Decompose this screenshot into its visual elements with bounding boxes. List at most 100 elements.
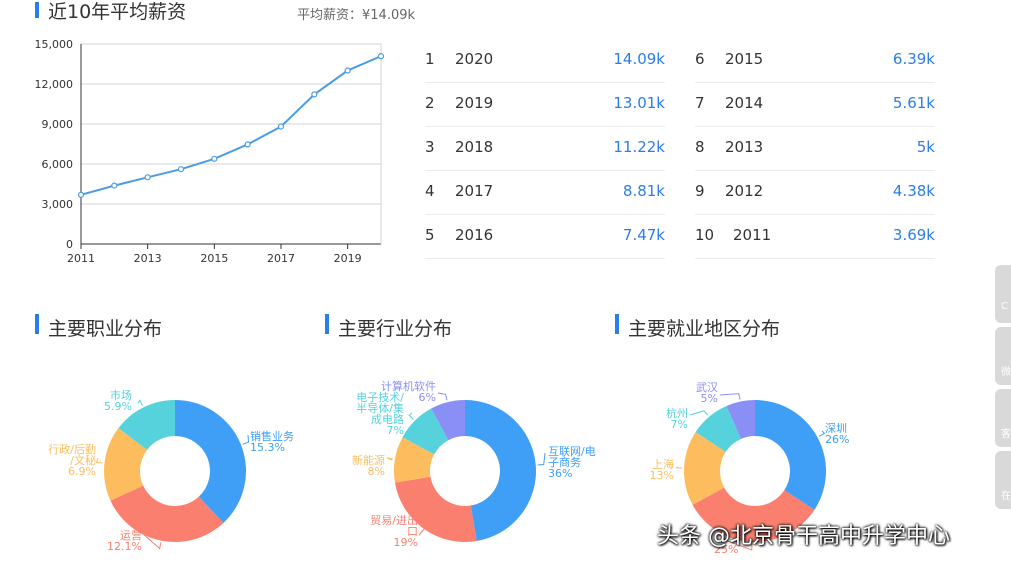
salary-row: 9 2012 4.38k (695, 170, 935, 215)
salary-row: 3 2018 11.22k (425, 126, 665, 171)
label-leader-line (721, 538, 753, 551)
donut-slice[interactable] (110, 485, 224, 542)
y-tick-label: 3,000 (42, 198, 74, 211)
slice-percent: 6.9% (68, 465, 96, 478)
donut-slice[interactable] (431, 400, 465, 441)
slice-percent: 19% (394, 536, 418, 549)
data-point[interactable] (377, 53, 385, 60)
year: 2016 (455, 226, 494, 244)
salary-value: 5k (916, 138, 935, 156)
side-tab[interactable]: C (995, 265, 1011, 323)
slice-label: 行政/后勤 (48, 442, 96, 456)
salary-line-chart: 0 3,000 6,000 9,000 12,000 15,000 2011 2013 2015… (35, 38, 385, 265)
salary-value: 13.01k (613, 94, 665, 112)
year: 2014 (725, 94, 764, 112)
salary-value: 8.81k (622, 182, 665, 200)
slice-percent: 7% (671, 418, 688, 431)
rank: 8 (695, 138, 705, 156)
section-marker (325, 314, 329, 334)
donut-slice[interactable] (726, 400, 755, 439)
label-leader-line (408, 412, 414, 420)
salary-row: 7 2014 5.61k (695, 82, 935, 127)
slice-percent: 26% (825, 433, 849, 446)
donut-slice[interactable] (394, 476, 477, 542)
label-leader-line (818, 430, 826, 437)
slice-label: 贸易/进出 (370, 513, 418, 527)
rank: 6 (695, 50, 705, 68)
salary-row: 1 2020 14.09k (425, 38, 665, 83)
data-point[interactable] (244, 141, 251, 148)
slice-label: 计算机软件 (381, 379, 436, 393)
label-leader-line (537, 452, 546, 466)
donut-slice[interactable] (755, 400, 826, 510)
data-point[interactable] (77, 191, 85, 198)
salary-value: 3.69k (892, 226, 935, 244)
slice-label: 子商务 (548, 455, 581, 469)
slice-label: 武汉 (696, 381, 718, 394)
slice-label: 深圳 (825, 422, 847, 435)
year: 2013 (725, 138, 764, 156)
slice-percent: 5% (701, 392, 718, 405)
salary-row: 4 2017 8.81k (425, 170, 665, 215)
section-marker (615, 314, 619, 334)
label-leader-line (689, 410, 709, 416)
donut-slice[interactable] (103, 428, 148, 501)
donut-slice[interactable] (692, 487, 815, 542)
donut-slice[interactable] (175, 400, 246, 523)
year: 2017 (455, 182, 494, 200)
y-tick-label: 0 (66, 238, 73, 251)
side-tab[interactable]: 客 (995, 389, 1011, 447)
data-point[interactable] (111, 182, 118, 189)
slice-percent: 5.9% (104, 400, 132, 413)
salary-value: 5.61k (892, 94, 935, 112)
salary-line (80, 55, 382, 196)
donut-slice[interactable] (465, 400, 536, 542)
slice-percent: 8% (368, 465, 385, 478)
y-tick-label: 9,000 (42, 118, 74, 131)
salary-row: 5 2016 7.47k (425, 214, 665, 259)
section-marker (35, 314, 39, 334)
slice-label: 杭州 (666, 406, 688, 420)
data-point[interactable] (311, 91, 318, 98)
year: 2020 (455, 50, 494, 68)
side-tab[interactable]: 微 (995, 327, 1011, 385)
data-point[interactable] (344, 67, 351, 74)
donut-slice[interactable] (402, 408, 449, 455)
donut-slice[interactable] (695, 405, 741, 452)
average-salary-label: 平均薪资：¥14.09k (297, 8, 416, 23)
donut-slice[interactable] (394, 437, 435, 483)
slice-label: 销售业务 (250, 429, 294, 443)
rank: 9 (695, 182, 705, 200)
data-point[interactable] (211, 155, 218, 162)
slice-label: 运营 (120, 528, 142, 542)
label-leader-line (95, 457, 103, 464)
rank: 2 (425, 94, 435, 112)
year: 2012 (725, 182, 764, 200)
salary-value: 11.22k (613, 138, 665, 156)
slice-label: 市场 (110, 388, 132, 402)
label-leader-line (418, 527, 426, 536)
slice-percent: 12.1% (107, 540, 142, 553)
salary-value: 14.09k (613, 50, 665, 68)
donut-slice[interactable] (684, 432, 726, 505)
label-leader-line (137, 399, 143, 406)
slice-percent: 25% (714, 543, 738, 556)
slice-label: 口 (407, 525, 418, 538)
slice-label: 新能源 (352, 453, 385, 467)
salary-row: 6 2015 6.39k (695, 38, 935, 83)
data-point[interactable] (144, 174, 151, 181)
label-leader-line (437, 392, 448, 401)
rank: 1 (425, 50, 435, 68)
rank: 4 (425, 182, 435, 200)
page-title: 近10年平均薪资 (48, 1, 187, 23)
region-title: 主要就业地区分布 (628, 318, 781, 340)
y-tick-label: 12,000 (35, 78, 74, 91)
donut-slice[interactable] (118, 400, 175, 450)
slice-label: 上海 (652, 457, 674, 471)
data-point[interactable] (177, 166, 185, 173)
slice-percent: 15.3% (250, 441, 285, 454)
side-tab[interactable]: 在 (995, 451, 1011, 509)
slice-percent: 13% (650, 469, 674, 482)
salary-value: 7.47k (622, 226, 665, 244)
data-point[interactable] (277, 123, 285, 130)
